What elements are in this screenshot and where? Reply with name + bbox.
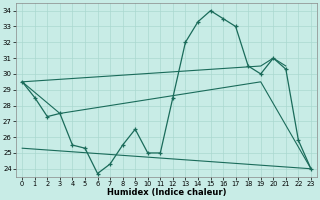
X-axis label: Humidex (Indice chaleur): Humidex (Indice chaleur)	[107, 188, 226, 197]
